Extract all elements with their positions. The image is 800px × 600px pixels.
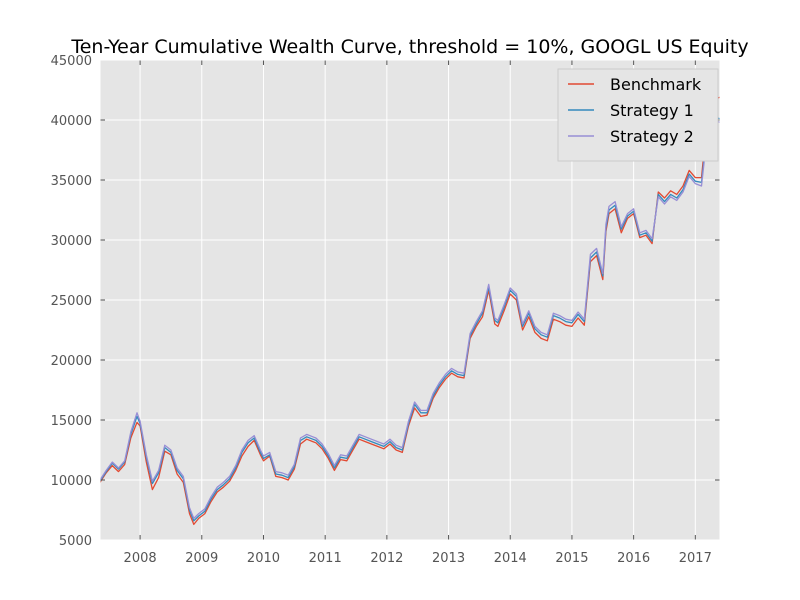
y-tick-label: 45000 [51,54,92,69]
legend-label: Strategy 1 [610,101,694,120]
x-tick-label: 2016 [617,551,650,566]
y-tick-label: 40000 [51,114,92,129]
plot-border [99,59,721,541]
x-tick-label: 2017 [679,551,712,566]
x-tick-label: 2011 [309,551,342,566]
series-line-strategy-2 [99,115,721,520]
x-tick-label: 2010 [247,551,280,566]
x-tick-label: 2009 [185,551,218,566]
series-lines [99,95,721,526]
x-tick-label: 2008 [124,551,157,566]
x-tick-label: 2013 [432,551,465,566]
x-tick-label: 2014 [494,551,527,566]
y-tick-label: 30000 [51,234,92,249]
y-tick-label: 5000 [59,534,92,549]
x-tick-label: 2012 [370,551,403,566]
y-tick-label: 20000 [51,354,92,369]
legend-label: Strategy 2 [610,127,694,146]
y-tick-label: 10000 [51,474,92,489]
y-tick-labels: 5000 10000 15000 20000 25000 30000 35000 40000 4… [51,54,92,549]
x-tick-labels: 2008 2009 2010 2011 2012 2013 2014 2015 2016 2017 [124,551,712,566]
x-tick-label: 2015 [555,551,588,566]
chart-title: Ten-Year Cumulative Wealth Curve, thresh… [70,36,748,58]
y-tick-label: 15000 [51,414,92,429]
series-line-strategy-1 [99,112,721,522]
y-tick-label: 35000 [51,174,92,189]
series-line-benchmark [99,95,721,526]
y-tick-label: 25000 [51,294,92,309]
legend: Benchmark Strategy 1 Strategy 2 [557,68,719,162]
legend-label: Benchmark [610,75,702,94]
